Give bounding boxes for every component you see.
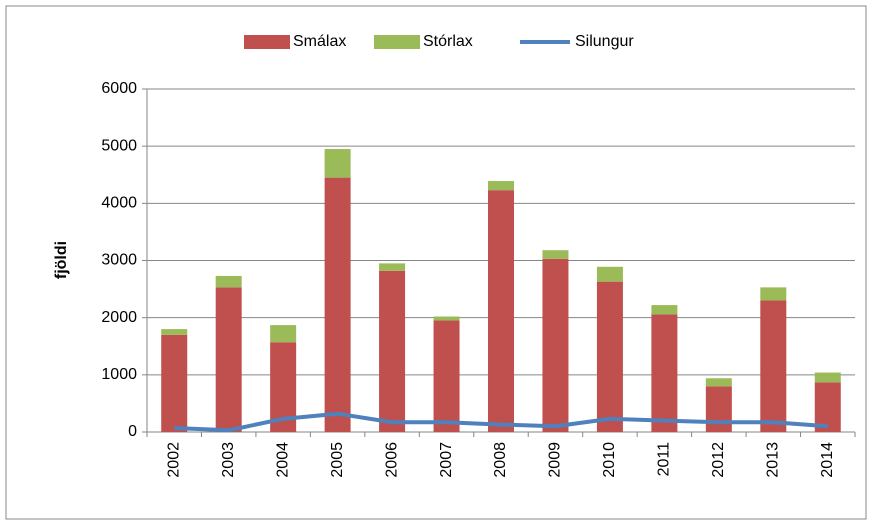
x-tick-label: 2012	[710, 442, 727, 478]
legend-label: Stórlax	[423, 33, 473, 50]
legend-swatch	[374, 35, 420, 49]
y-tick-label: 4000	[101, 195, 137, 212]
bar	[379, 263, 406, 271]
y-axis-label: fjöldi	[53, 241, 70, 279]
y-tick-label: 0	[128, 423, 137, 440]
x-tick-label: 2010	[601, 442, 618, 478]
bar	[651, 314, 678, 432]
bar	[379, 270, 406, 432]
chart-frame	[5, 5, 867, 520]
bar	[488, 190, 514, 432]
y-tick-label: 2000	[101, 309, 137, 326]
legend-label: Silungur	[575, 33, 634, 50]
bar	[596, 266, 623, 282]
bar	[324, 149, 351, 178]
bar	[814, 372, 841, 383]
bar	[542, 250, 569, 259]
bar	[161, 334, 188, 432]
x-tick-label: 2008	[492, 442, 509, 478]
y-tick-label: 1000	[101, 366, 137, 383]
bar	[705, 378, 732, 387]
x-tick-label: 2011	[656, 442, 673, 477]
x-tick-label: 2009	[547, 442, 564, 478]
legend-label: Smálax	[293, 33, 346, 50]
bar	[596, 281, 623, 432]
x-tick-label: 2005	[329, 442, 346, 478]
bar	[651, 305, 678, 315]
x-tick-label: 2007	[438, 442, 455, 478]
x-tick-label: 2014	[819, 442, 836, 478]
bar	[324, 177, 351, 432]
x-tick-label: 2013	[765, 442, 782, 478]
x-tick-label: 2004	[274, 442, 291, 478]
bar	[215, 287, 242, 432]
bar	[705, 386, 732, 432]
bar	[215, 275, 242, 288]
x-tick-label: 2002	[165, 442, 182, 478]
bar	[433, 316, 460, 321]
bar	[760, 300, 787, 432]
x-tick-label: 2006	[383, 442, 400, 478]
y-tick-label: 5000	[101, 137, 137, 154]
bar	[542, 258, 569, 432]
line	[174, 411, 828, 433]
legend-swatch	[244, 35, 290, 49]
y-tick-label: 6000	[101, 80, 137, 97]
bar	[161, 329, 188, 335]
y-tick-label: 3000	[101, 252, 137, 269]
bar	[270, 325, 297, 343]
bar	[760, 287, 787, 301]
bar	[433, 320, 460, 432]
x-tick-label: 2003	[220, 442, 237, 478]
bar	[488, 181, 514, 191]
